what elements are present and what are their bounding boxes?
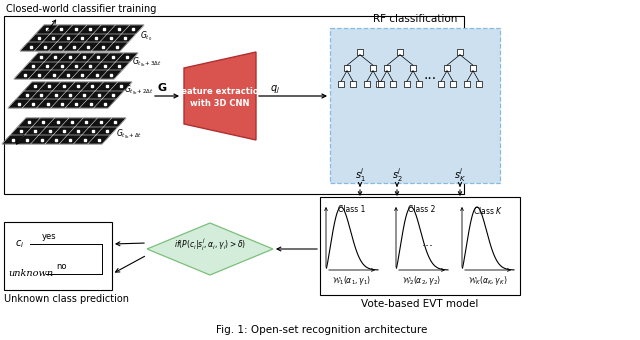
Text: $\mathbf{G}$: $\mathbf{G}$ xyxy=(157,81,167,93)
FancyBboxPatch shape xyxy=(350,81,356,87)
Text: $s_1^j$: $s_1^j$ xyxy=(355,166,365,184)
FancyBboxPatch shape xyxy=(476,81,482,87)
Text: yes: yes xyxy=(42,232,56,241)
FancyBboxPatch shape xyxy=(344,65,349,71)
FancyBboxPatch shape xyxy=(357,49,363,55)
FancyBboxPatch shape xyxy=(464,81,470,87)
FancyBboxPatch shape xyxy=(457,49,463,55)
FancyBboxPatch shape xyxy=(397,49,403,55)
Text: RF classification: RF classification xyxy=(373,14,457,24)
FancyBboxPatch shape xyxy=(376,81,381,87)
Text: $G_{t_{\rm lb}+2\Delta t}$: $G_{t_{\rm lb}+2\Delta t}$ xyxy=(124,83,154,97)
FancyBboxPatch shape xyxy=(451,81,456,87)
Text: $c_i$: $c_i$ xyxy=(15,238,24,250)
FancyBboxPatch shape xyxy=(339,81,344,87)
Text: $s_2^j$: $s_2^j$ xyxy=(392,166,403,184)
Text: unknown: unknown xyxy=(8,270,53,278)
Text: Class $K$: Class $K$ xyxy=(473,205,503,216)
FancyBboxPatch shape xyxy=(4,16,464,194)
Text: Fig. 1: Open-set recognition architecture: Fig. 1: Open-set recognition architectur… xyxy=(216,325,428,335)
Text: ...: ... xyxy=(424,68,436,82)
Text: $\mathcal{W}_2(\alpha_2, \gamma_2)$: $\mathcal{W}_2(\alpha_2, \gamma_2)$ xyxy=(403,274,442,287)
FancyBboxPatch shape xyxy=(364,81,370,87)
FancyBboxPatch shape xyxy=(404,81,410,87)
FancyBboxPatch shape xyxy=(384,65,390,71)
Text: $\mathcal{W}_K(\alpha_K, \gamma_K)$: $\mathcal{W}_K(\alpha_K, \gamma_K)$ xyxy=(468,274,508,287)
Text: $s_K^j$: $s_K^j$ xyxy=(454,166,466,184)
Text: Vote-based EVT model: Vote-based EVT model xyxy=(362,299,479,309)
FancyBboxPatch shape xyxy=(330,28,500,183)
FancyBboxPatch shape xyxy=(390,81,396,87)
Text: Class 2: Class 2 xyxy=(408,205,436,214)
FancyBboxPatch shape xyxy=(416,81,422,87)
FancyBboxPatch shape xyxy=(410,65,416,71)
Text: Class 1: Class 1 xyxy=(339,205,365,214)
FancyBboxPatch shape xyxy=(470,65,476,71)
Text: $G_{t_0}$: $G_{t_0}$ xyxy=(140,29,152,43)
Text: $G_{t_{\rm lb}+\Delta t}$: $G_{t_{\rm lb}+\Delta t}$ xyxy=(116,127,142,141)
Polygon shape xyxy=(147,223,273,275)
FancyBboxPatch shape xyxy=(378,81,384,87)
FancyBboxPatch shape xyxy=(320,197,520,295)
FancyBboxPatch shape xyxy=(4,222,112,290)
Polygon shape xyxy=(14,53,138,79)
Polygon shape xyxy=(2,118,126,144)
FancyBboxPatch shape xyxy=(444,65,450,71)
Polygon shape xyxy=(184,52,256,140)
Polygon shape xyxy=(8,82,132,108)
Text: no: no xyxy=(56,262,67,271)
Text: $G_{t_{\rm lb}+3\Delta t}$: $G_{t_{\rm lb}+3\Delta t}$ xyxy=(132,55,161,69)
Text: ...: ... xyxy=(422,236,434,249)
Text: with 3D CNN: with 3D CNN xyxy=(190,99,250,107)
Polygon shape xyxy=(20,25,144,51)
Text: $\mathcal{W}_1(\alpha_1, \gamma_1)$: $\mathcal{W}_1(\alpha_1, \gamma_1)$ xyxy=(332,274,372,287)
FancyBboxPatch shape xyxy=(371,65,376,71)
Text: Closed-world classifier training: Closed-world classifier training xyxy=(6,4,156,14)
FancyBboxPatch shape xyxy=(438,81,444,87)
Text: Unknown class prediction: Unknown class prediction xyxy=(4,294,129,304)
Text: Feature extraction: Feature extraction xyxy=(176,86,264,96)
Text: $q_j$: $q_j$ xyxy=(270,83,280,96)
Text: $if(P(c_i|s_i^j, \alpha_i, \gamma_i) > \delta)$: $if(P(c_i|s_i^j, \alpha_i, \gamma_i) > \… xyxy=(174,237,246,253)
